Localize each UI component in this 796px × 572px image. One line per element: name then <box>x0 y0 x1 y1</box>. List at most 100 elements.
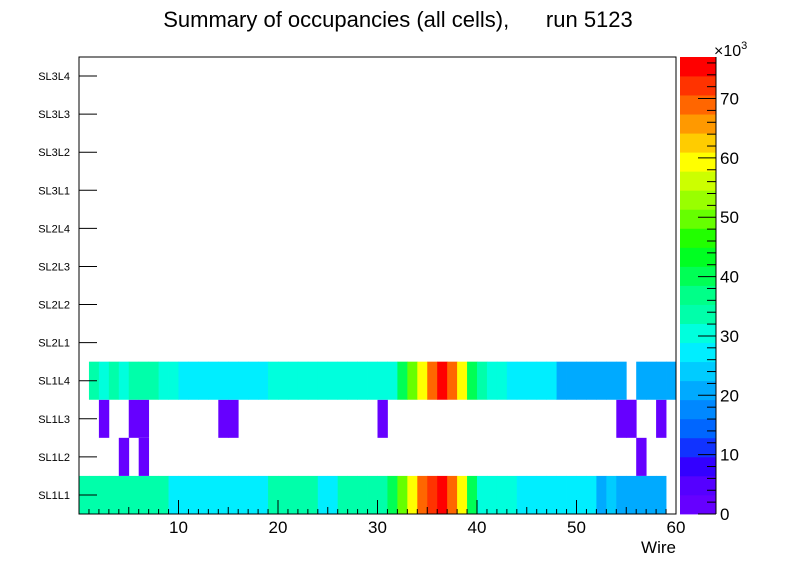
heatmap-cell-SL1L2-wire-5 <box>118 437 130 476</box>
heatmap-cell-SL1L4-wire-6 <box>128 361 140 400</box>
heatmap-cell-SL1L1-wire-5 <box>118 475 130 514</box>
y-tick-label: SL3L2 <box>38 147 70 159</box>
heatmap-cell-SL1L1-wire-43 <box>496 475 508 514</box>
heatmap-cell-SL1L1-wire-52 <box>586 475 597 514</box>
heatmap-cell-SL1L1-wire-30 <box>367 475 378 514</box>
heatmap-cell-SL1L1-wire-35 <box>417 475 428 514</box>
heatmap-cell-SL1L4-wire-11 <box>178 361 189 400</box>
heatmap-cell-SL1L1-wire-48 <box>546 475 557 514</box>
heatmap-cell-SL1L4-wire-54 <box>606 361 617 400</box>
heatmap-cell-SL1L3-wire-56 <box>626 399 637 438</box>
heatmap-cell-SL1L1-wire-17 <box>238 475 249 514</box>
heatmap-cell-SL1L1-wire-32 <box>387 475 398 514</box>
heatmap-cell-SL1L3-wire-55 <box>616 399 627 438</box>
x-tick-label: 40 <box>468 518 487 537</box>
x-tick-label: 20 <box>269 518 288 537</box>
heatmap-cell-SL1L4-wire-44 <box>506 361 518 400</box>
heatmap-cell-SL1L4-wire-21 <box>278 361 289 400</box>
y-tick-label: SL1L1 <box>38 490 70 502</box>
heatmap-cell-SL1L4-wire-28 <box>347 361 358 400</box>
heatmap-cell-SL1L4-wire-60 <box>666 361 677 400</box>
heatmap-cell-SL1L4-wire-48 <box>546 361 557 400</box>
heatmap-cell-SL1L3-wire-15 <box>218 399 229 438</box>
heatmap-cell-SL1L4-wire-53 <box>596 361 607 400</box>
y-tick-label: SL2L1 <box>38 338 70 350</box>
colorbar-exponent: ×103 <box>714 40 747 60</box>
heatmap-cell-SL1L4-wire-42 <box>486 361 498 400</box>
colorbar-segment <box>680 494 716 515</box>
heatmap-cell-SL1L1-wire-26 <box>327 475 339 514</box>
heatmap-cell-SL1L2-wire-7 <box>138 437 150 476</box>
heatmap-cell-SL1L4-wire-51 <box>576 361 587 400</box>
heatmap-cell-SL1L1-wire-14 <box>208 475 219 514</box>
heatmap-cell-SL1L4-wire-33 <box>397 361 408 400</box>
colorbar-exponent-power: 3 <box>741 40 747 52</box>
heatmap-cell-SL1L4-wire-23 <box>297 361 309 400</box>
heatmap-cell-SL1L3-wire-6 <box>128 399 140 438</box>
colorbar-segment <box>680 171 716 191</box>
heatmap-cell-SL1L1-wire-38 <box>447 475 458 514</box>
heatmap-cell-SL1L1-wire-31 <box>377 475 388 514</box>
heatmap-cell-SL1L1-wire-22 <box>287 475 299 514</box>
y-tick-label: SL3L3 <box>38 109 70 121</box>
heatmap-cell-SL1L1-wire-10 <box>168 475 179 514</box>
heatmap-cell-SL1L4-wire-18 <box>248 361 259 400</box>
colorbar-segment <box>680 57 716 77</box>
heatmap-cell-SL1L4-wire-55 <box>616 361 627 400</box>
heatmap-cells <box>79 361 677 514</box>
heatmap-cell-SL1L4-wire-5 <box>118 361 130 400</box>
heatmap-cell-SL1L4-wire-35 <box>417 361 428 400</box>
heatmap-cell-SL1L4-wire-19 <box>258 361 269 400</box>
y-tick-label: SL3L1 <box>38 185 70 197</box>
heatmap-cell-SL1L1-wire-15 <box>218 475 229 514</box>
colorbar-exponent-base: ×10 <box>714 43 741 60</box>
heatmap-cell-SL1L4-wire-22 <box>287 361 299 400</box>
heatmap-cell-SL1L1-wire-13 <box>198 475 209 514</box>
heatmap-cell-SL1L4-wire-20 <box>268 361 279 400</box>
heatmap-cell-SL1L4-wire-45 <box>516 361 528 400</box>
heatmap-cell-SL1L1-wire-6 <box>128 475 140 514</box>
heatmap-cell-SL1L1-wire-57 <box>636 475 647 514</box>
x-tick-label: 60 <box>667 518 686 537</box>
colorbar-segment <box>680 76 716 96</box>
heatmap-cell-SL1L4-wire-8 <box>148 361 159 400</box>
colorbar-segment <box>680 95 716 115</box>
y-tick-label: SL1L4 <box>38 376 70 388</box>
heatmap-cell-SL1L4-wire-36 <box>427 361 438 400</box>
colorbar-segment <box>680 209 716 229</box>
heatmap-cell-SL1L1-wire-39 <box>457 475 468 514</box>
heatmap-cell-SL1L1-wire-55 <box>616 475 627 514</box>
colorbar-segment <box>680 342 716 363</box>
heatmap-cell-SL1L1-wire-47 <box>536 475 548 514</box>
heatmap-cell-SL1L1-wire-53 <box>596 475 607 514</box>
heatmap-cell-SL1L1-wire-33 <box>397 475 408 514</box>
heatmap-cell-SL1L1-wire-9 <box>158 475 169 514</box>
heatmap-cell-SL1L4-wire-39 <box>457 361 468 400</box>
heatmap-cell-SL1L4-wire-29 <box>357 361 368 400</box>
heatmap-cell-SL1L1-wire-56 <box>626 475 637 514</box>
heatmap-cell-SL1L4-wire-43 <box>496 361 508 400</box>
heatmap-cell-SL1L4-wire-34 <box>407 361 418 400</box>
heatmap-cell-SL1L4-wire-15 <box>218 361 229 400</box>
y-tick-label: SL2L3 <box>38 261 70 273</box>
heatmap-cell-SL1L4-wire-59 <box>656 361 667 400</box>
x-tick-label: 10 <box>169 518 188 537</box>
heatmap-cell-SL1L1-wire-28 <box>347 475 358 514</box>
heatmap-cell-SL1L4-wire-13 <box>198 361 209 400</box>
heatmap-cell-SL1L3-wire-3 <box>98 399 110 438</box>
heatmap-cell-SL1L4-wire-4 <box>108 361 120 400</box>
heatmap-cell-SL1L4-wire-25 <box>317 361 329 400</box>
heatmap-cell-SL1L1-wire-51 <box>576 475 587 514</box>
heatmap-cell-SL1L4-wire-17 <box>238 361 249 400</box>
colorbar-segment <box>680 361 716 382</box>
heatmap-cell-SL1L2-wire-57 <box>636 437 647 476</box>
x-tick-label: 50 <box>567 518 586 537</box>
heatmap-cell-SL1L1-wire-46 <box>526 475 538 514</box>
colorbar: 0 10 20 30 40 50 60 70 <box>680 57 739 524</box>
heatmap-cell-SL1L4-wire-41 <box>477 361 488 400</box>
heatmap-cell-SL1L1-wire-50 <box>566 475 577 514</box>
heatmap-cell-SL1L1-wire-27 <box>337 475 349 514</box>
y-tick-label: SL3L4 <box>38 71 70 83</box>
colorbar-segment <box>680 114 716 134</box>
heatmap-cell-SL1L4-wire-3 <box>98 361 110 400</box>
